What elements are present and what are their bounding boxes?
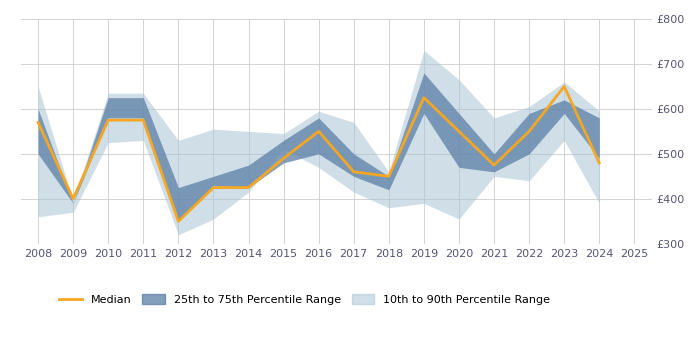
Legend: Median, 25th to 75th Percentile Range, 10th to 90th Percentile Range: Median, 25th to 75th Percentile Range, 1… (55, 290, 554, 309)
